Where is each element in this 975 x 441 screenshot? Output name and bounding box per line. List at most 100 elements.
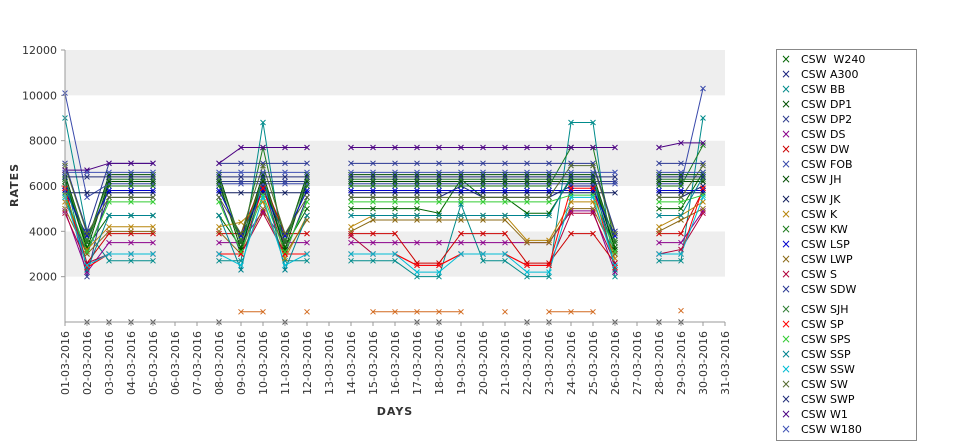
data-point-marker <box>502 239 508 246</box>
data-point-marker <box>590 119 596 126</box>
data-point-marker <box>480 144 486 151</box>
data-point-marker <box>238 246 244 253</box>
data-point-marker <box>84 267 90 273</box>
data-point-marker <box>590 174 596 180</box>
data-point-marker <box>216 257 222 264</box>
data-point-marker <box>524 144 530 151</box>
data-point-marker <box>150 194 156 201</box>
x-tick-label: 17-03-2016 <box>411 331 424 395</box>
y-tick-label: 12000 <box>22 44 57 57</box>
data-point-marker <box>458 212 464 219</box>
legend-marker-icon: × <box>780 67 792 81</box>
legend-label: CSW S <box>801 268 838 281</box>
legend: × CSW W240 × CSW A300 × CSW BB × CSW DP1 × CSW DP… <box>776 49 917 441</box>
data-point-marker <box>612 255 618 262</box>
background-band <box>65 95 725 141</box>
data-point-marker <box>502 176 508 183</box>
data-point-marker <box>106 228 112 235</box>
data-point-marker <box>568 144 574 151</box>
data-point-marker <box>458 194 464 201</box>
data-point-marker <box>436 269 442 275</box>
data-point-marker <box>84 246 90 253</box>
data-point-marker <box>524 174 530 180</box>
data-point-marker <box>128 176 134 183</box>
data-point-marker <box>546 169 552 176</box>
data-point-marker <box>436 160 442 167</box>
data-point-marker <box>128 169 134 176</box>
data-point-marker <box>216 230 222 237</box>
data-point-marker <box>392 308 398 315</box>
data-point-marker <box>260 194 266 201</box>
data-point-marker <box>84 264 90 271</box>
data-point-marker <box>392 187 398 194</box>
data-point-marker <box>216 171 222 178</box>
data-point-marker <box>348 230 354 237</box>
data-point-marker <box>304 308 310 315</box>
data-point-marker <box>238 251 244 257</box>
x-tick-label: 04-03-2016 <box>125 331 138 395</box>
legend-item: × CSW LWP <box>777 253 916 267</box>
data-point-marker <box>656 194 662 201</box>
data-point-marker <box>678 183 684 189</box>
legend-marker-icon: × <box>780 377 792 391</box>
x-tick-label: 29-03-2016 <box>675 331 688 395</box>
legend-label: CSW DP2 <box>801 113 853 126</box>
data-point-marker <box>370 251 376 257</box>
data-point-marker <box>304 176 310 183</box>
legend-item: × CSW KW <box>777 223 916 237</box>
line-chart: 12000 10000 8000 6000 4000 2000 01-03-2016 02-… <box>8 44 732 418</box>
data-point-marker <box>370 171 376 178</box>
data-point-marker <box>568 208 574 214</box>
data-point-marker <box>84 269 90 275</box>
legend-marker-icon: × <box>780 282 792 296</box>
data-point-marker <box>216 183 222 189</box>
data-point-marker <box>238 233 244 239</box>
data-point-marker <box>282 246 288 253</box>
data-point-marker <box>502 251 508 257</box>
legend-item: × CSW SSP <box>777 348 916 362</box>
data-point-marker <box>282 189 288 196</box>
data-point-marker <box>84 244 90 251</box>
legend-label: CSW SP <box>801 318 844 331</box>
legend-marker-icon: × <box>780 347 792 361</box>
data-point-marker <box>612 262 618 269</box>
data-point-marker <box>414 183 420 189</box>
data-point-marker <box>656 199 662 205</box>
data-point-marker <box>348 176 354 183</box>
data-point-marker <box>458 239 464 246</box>
data-point-marker <box>260 174 266 180</box>
data-point-marker <box>150 199 156 205</box>
data-point-marker <box>414 217 420 223</box>
data-point-marker <box>546 260 552 266</box>
data-point-marker <box>678 187 684 194</box>
data-point-marker <box>370 199 376 205</box>
data-point-marker <box>502 194 508 201</box>
data-point-marker <box>700 140 706 146</box>
data-point-marker <box>238 237 244 244</box>
data-point-marker <box>238 230 244 237</box>
data-point-marker <box>612 180 618 187</box>
data-point-marker <box>392 174 398 180</box>
data-point-marker <box>590 187 596 194</box>
legend-item: × CSW S <box>777 268 916 282</box>
data-point-marker <box>656 239 662 246</box>
data-point-marker <box>414 269 420 275</box>
data-point-marker <box>260 210 266 217</box>
data-point-marker <box>546 199 552 205</box>
legend-item: × CSW A300 <box>777 68 916 82</box>
data-point-marker <box>348 187 354 194</box>
data-point-marker <box>590 308 596 315</box>
legend-item: × CSW W240 <box>777 53 916 67</box>
data-point-marker <box>106 194 112 201</box>
data-point-marker <box>612 244 618 251</box>
legend-item: × CSW K <box>777 208 916 222</box>
data-point-marker <box>150 251 156 257</box>
data-point-marker <box>568 174 574 180</box>
data-point-marker <box>502 217 508 223</box>
x-tick-label: 31-03-2016 <box>719 331 732 395</box>
y-axis-title: RATES <box>8 163 21 207</box>
data-point-marker <box>458 183 464 189</box>
data-point-marker <box>590 208 596 214</box>
x-tick-label: 28-03-2016 <box>653 331 666 395</box>
data-point-marker <box>260 208 266 214</box>
